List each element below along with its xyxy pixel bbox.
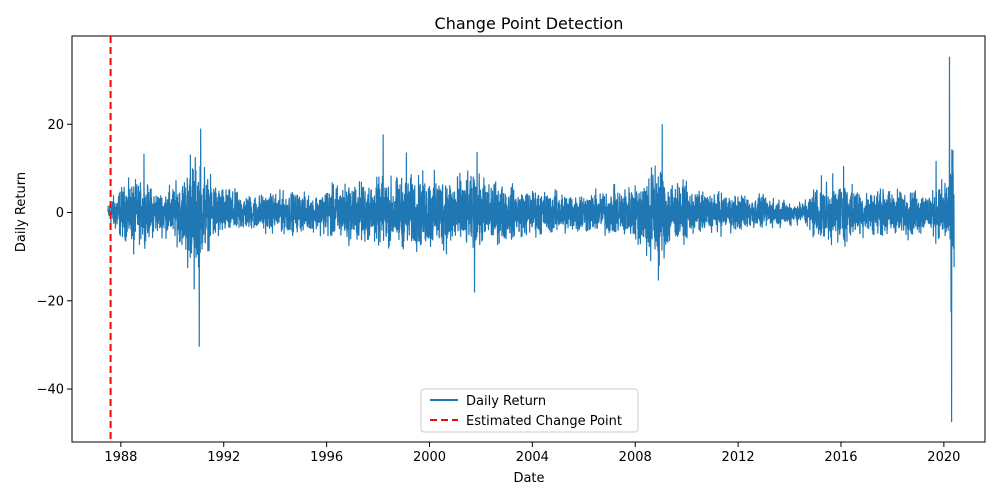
x-tick-label: 2020: [927, 450, 960, 465]
y-tick-label: 0: [56, 206, 64, 221]
y-tick-label: −20: [37, 294, 64, 309]
daily-return-line: [107, 56, 955, 423]
legend-label-daily-return: Daily Return: [466, 394, 546, 409]
y-tick-label: −40: [37, 383, 64, 398]
x-axis: 1988 1992 1996 2000 2004 2008 2012 2016 2020: [104, 442, 960, 465]
legend-label-change-point: Estimated Change Point: [466, 414, 622, 429]
plot-frame: [71, 35, 986, 443]
y-axis-title: Daily Return: [14, 172, 29, 252]
x-tick-label: 2004: [516, 450, 549, 465]
x-tick-label: 2000: [413, 450, 446, 465]
x-tick-label: 2008: [619, 450, 652, 465]
plot-area: 1988 1992 1996 2000 2004 2008 2012 2016 2020 −40…: [37, 35, 986, 465]
series-daily-return: [107, 56, 955, 423]
x-tick-label: 1992: [207, 450, 240, 465]
y-tick-label: 20: [47, 118, 64, 133]
x-tick-label: 1988: [104, 450, 137, 465]
x-tick-label: 1996: [310, 450, 343, 465]
x-tick-label: 2016: [824, 450, 857, 465]
chart-title: Change Point Detection: [435, 14, 624, 33]
y-axis: −40 −20 0 20: [37, 118, 72, 398]
x-tick-label: 2012: [722, 450, 755, 465]
x-axis-title: Date: [513, 471, 544, 486]
legend-box: [420, 388, 639, 433]
legend: Daily Return Estimated Change Point: [420, 388, 639, 433]
